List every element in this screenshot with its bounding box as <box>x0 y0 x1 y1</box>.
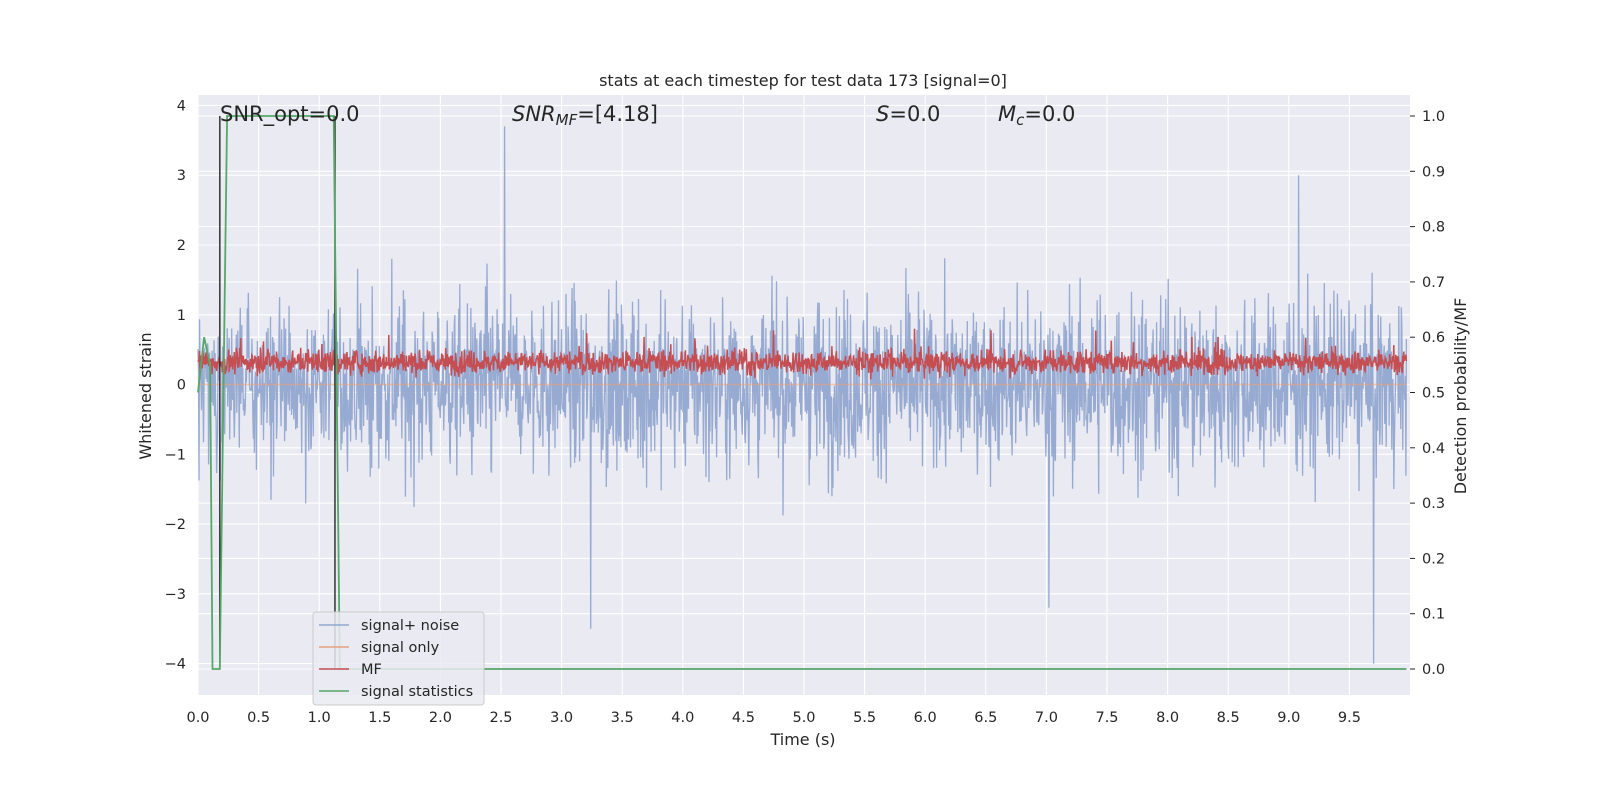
legend-label-signal-statistics: signal statistics <box>361 684 473 700</box>
y-tick-label: 4 <box>177 98 186 114</box>
x-tick-label: 4.0 <box>671 710 694 726</box>
legend-label-mf: MF <box>361 662 382 678</box>
annotation-snr-opt: SNR_opt=0.0 <box>220 102 360 127</box>
y-axis-ticks: 4 3 2 1 0 −1 −2 −3 −4 <box>165 98 186 672</box>
y-right-tick-label: 0.4 <box>1422 441 1445 457</box>
x-tick-label: 8.0 <box>1156 710 1179 726</box>
x-tick-label: 3.5 <box>611 710 634 726</box>
y-right-tick-label: 0.0 <box>1422 662 1445 678</box>
y-tick-label: −2 <box>165 517 186 533</box>
y-right-tick-label: 0.5 <box>1422 386 1445 402</box>
x-tick-label: 4.5 <box>732 710 755 726</box>
y-tick-label: 2 <box>177 238 186 254</box>
y-right-tick-label: 0.9 <box>1422 164 1445 180</box>
x-tick-label: 2.5 <box>489 710 512 726</box>
y-tick-label: 0 <box>177 378 186 394</box>
x-tick-label: 0.5 <box>247 710 270 726</box>
y-axis-label: Whitened strain <box>136 332 155 459</box>
x-tick-label: 8.5 <box>1217 710 1240 726</box>
annotation-mc: Mc=0.0 <box>998 102 1075 129</box>
x-tick-label: 9.0 <box>1277 710 1300 726</box>
x-tick-label: 6.5 <box>974 710 997 726</box>
x-tick-label: 1.5 <box>368 710 391 726</box>
y-tick-label: −3 <box>165 587 186 603</box>
y-tick-label: −4 <box>165 657 186 673</box>
signal-noise-line <box>197 126 1408 664</box>
x-tick-label: 6.0 <box>914 710 937 726</box>
y-right-axis-ticks: 1.0 0.9 0.8 0.7 0.6 0.5 0.4 0.3 0.2 0.1 0.0 <box>1410 109 1445 678</box>
x-tick-label: 5.5 <box>853 710 876 726</box>
legend-label-noise: signal+ noise <box>361 618 459 634</box>
y-right-axis-label: Detection probability/MF <box>1451 298 1470 495</box>
annotation-snr-mf: SNRMF=[4.18] <box>512 102 658 129</box>
y-right-tick-label: 0.1 <box>1422 607 1445 623</box>
annotation-s: S=0.0 <box>876 102 940 126</box>
x-tick-label: 2.0 <box>429 710 452 726</box>
x-tick-label: 7.5 <box>1095 710 1118 726</box>
legend: signal+ noise signal only MF signal stat… <box>312 611 485 706</box>
y-tick-label: 1 <box>177 308 186 324</box>
y-right-tick-label: 0.2 <box>1422 551 1445 567</box>
chart-title: stats at each timestep for test data 173… <box>599 71 1007 90</box>
mf-series <box>197 328 1408 380</box>
x-tick-label: 3.0 <box>550 710 573 726</box>
x-tick-label: 9.5 <box>1338 710 1361 726</box>
y-tick-label: 3 <box>177 168 186 184</box>
y-right-tick-label: 1.0 <box>1422 109 1445 125</box>
x-axis-label: Time (s) <box>769 730 835 749</box>
y-right-tick-label: 0.7 <box>1422 275 1445 291</box>
y-right-tick-label: 0.8 <box>1422 220 1445 236</box>
x-axis-ticks: 0.0 0.5 1.0 1.5 2.0 2.5 3.0 3.5 4.0 4.5 5.0 5.5 6.0 6… <box>186 710 1360 726</box>
mf-line <box>197 328 1408 380</box>
legend-box <box>312 611 485 706</box>
x-tick-label: 1.0 <box>308 710 331 726</box>
y-tick-label: −1 <box>165 447 186 463</box>
y-right-tick-label: 0.3 <box>1422 496 1445 512</box>
x-tick-label: 0.0 <box>186 710 209 726</box>
signal-noise-series <box>197 126 1408 664</box>
x-tick-label: 7.0 <box>1035 710 1058 726</box>
legend-label-signal-only: signal only <box>361 640 440 656</box>
y-right-tick-label: 0.6 <box>1422 330 1445 346</box>
x-tick-label: 5.0 <box>792 710 815 726</box>
